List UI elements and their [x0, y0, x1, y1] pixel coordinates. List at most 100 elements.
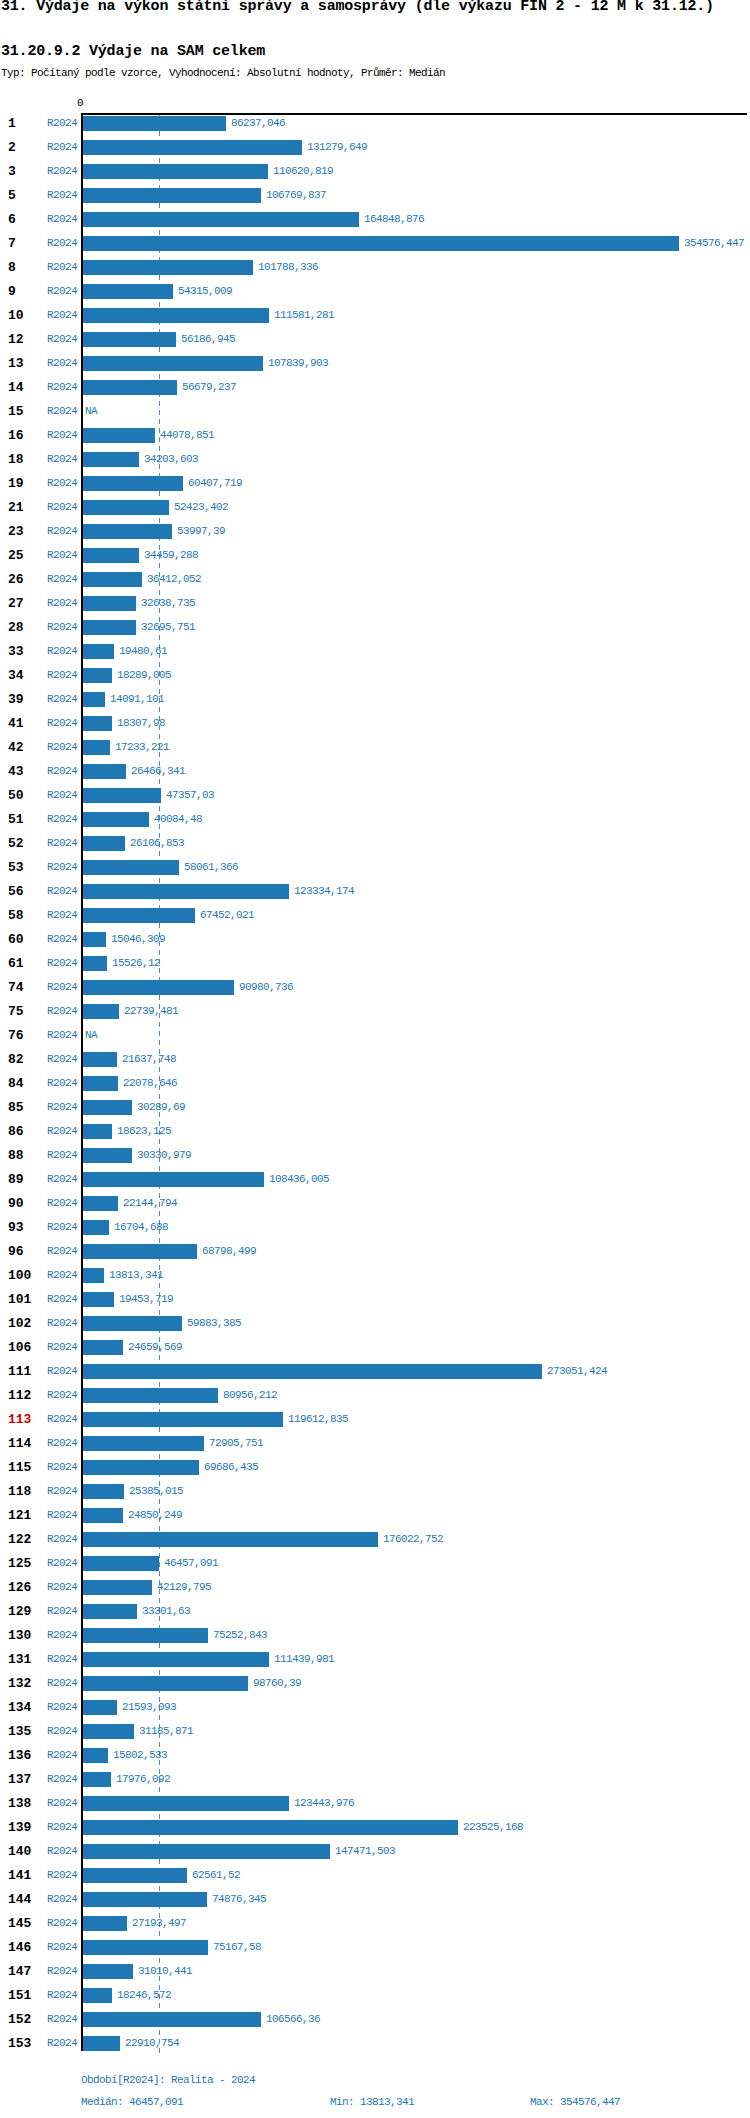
bar[interactable]: [81, 332, 176, 347]
bar[interactable]: [81, 1892, 207, 1907]
bar[interactable]: [81, 1508, 123, 1523]
bar[interactable]: [81, 356, 263, 371]
bar[interactable]: [81, 1364, 542, 1379]
series-label: R2024: [47, 1484, 77, 1499]
bar[interactable]: [81, 1772, 111, 1787]
bar-value: 24850,249: [128, 1508, 182, 1523]
bar[interactable]: [81, 884, 289, 899]
bar[interactable]: [81, 1268, 104, 1283]
bar-value: 101788,336: [258, 260, 318, 275]
bar[interactable]: [81, 980, 234, 995]
bar[interactable]: [81, 1580, 152, 1595]
bar[interactable]: [81, 1916, 127, 1931]
bar-value: 223525,168: [463, 1820, 523, 1835]
row-number: 96: [8, 1244, 24, 1259]
bar[interactable]: [81, 1292, 114, 1307]
bar[interactable]: [81, 212, 359, 227]
row-number: 19: [8, 476, 24, 491]
bar[interactable]: [81, 1988, 112, 2003]
bar[interactable]: [81, 1316, 182, 1331]
bar-value: 131279,649: [307, 140, 367, 155]
bar[interactable]: [81, 644, 114, 659]
bar[interactable]: [81, 1052, 117, 1067]
bar[interactable]: [81, 860, 179, 875]
chart-row: 26R202436412,052: [0, 572, 750, 587]
bar[interactable]: [81, 1748, 108, 1763]
bar[interactable]: [81, 1196, 118, 1211]
bar[interactable]: [81, 1388, 218, 1403]
bar[interactable]: [81, 428, 155, 443]
bar[interactable]: [81, 524, 172, 539]
bar[interactable]: [81, 1004, 119, 1019]
bar[interactable]: [81, 1124, 112, 1139]
chart-row: 90R202422144,794: [0, 1196, 750, 1211]
bar[interactable]: [81, 1436, 204, 1451]
row-number: 56: [8, 884, 24, 899]
bar[interactable]: [81, 452, 139, 467]
chart-row: 88R202430330,979: [0, 1148, 750, 1163]
bar-value: 19480,61: [119, 644, 167, 659]
bar[interactable]: [81, 1412, 283, 1427]
bar[interactable]: [81, 1100, 132, 1115]
bar[interactable]: [81, 1820, 458, 1835]
bar[interactable]: [81, 596, 136, 611]
bar[interactable]: [81, 1964, 133, 1979]
bar[interactable]: [81, 1244, 197, 1259]
bar[interactable]: [81, 956, 107, 971]
chart-row: 144R202474876,345: [0, 1892, 750, 1907]
bar[interactable]: [81, 836, 125, 851]
bar-value: 22910,754: [125, 2036, 179, 2051]
bar-value: 18307,98: [117, 716, 165, 731]
bar[interactable]: [81, 236, 679, 251]
bar[interactable]: [81, 1676, 248, 1691]
bar[interactable]: [81, 188, 261, 203]
series-label: R2024: [47, 1988, 77, 2003]
bar[interactable]: [81, 1148, 132, 1163]
bar[interactable]: [81, 1868, 187, 1883]
bar[interactable]: [81, 1700, 117, 1715]
bar[interactable]: [81, 1724, 134, 1739]
bar[interactable]: [81, 164, 268, 179]
bar[interactable]: [81, 908, 195, 923]
bar[interactable]: [81, 308, 269, 323]
bar[interactable]: [81, 1844, 330, 1859]
bar[interactable]: [81, 2012, 261, 2027]
bar-value: 34459,288: [144, 548, 198, 563]
bar[interactable]: [81, 1652, 269, 1667]
bar[interactable]: [81, 1340, 123, 1355]
bar[interactable]: [81, 740, 110, 755]
chart-row: 84R202422078,646: [0, 1076, 750, 1091]
bar[interactable]: [81, 1604, 137, 1619]
bar[interactable]: [81, 284, 173, 299]
bar[interactable]: [81, 788, 161, 803]
series-label: R2024: [47, 1364, 77, 1379]
bar[interactable]: [81, 260, 253, 275]
bar[interactable]: [81, 1220, 109, 1235]
bar[interactable]: [81, 1940, 208, 1955]
bar[interactable]: [81, 548, 139, 563]
bar[interactable]: [81, 140, 302, 155]
row-number: 21: [8, 500, 24, 515]
bar[interactable]: [81, 500, 169, 515]
bar[interactable]: [81, 1796, 289, 1811]
bar[interactable]: [81, 620, 136, 635]
bar-value: 52423,402: [174, 500, 228, 515]
bar[interactable]: [81, 1628, 208, 1643]
bar[interactable]: [81, 668, 112, 683]
bar[interactable]: [81, 1484, 124, 1499]
bar[interactable]: [81, 1172, 264, 1187]
bar[interactable]: [81, 572, 142, 587]
bar[interactable]: [81, 1532, 378, 1547]
bar[interactable]: [81, 1460, 199, 1475]
bar[interactable]: [81, 1076, 118, 1091]
bar[interactable]: [81, 380, 177, 395]
bar[interactable]: [81, 2036, 120, 2051]
bar[interactable]: [81, 932, 106, 947]
bar[interactable]: [81, 716, 112, 731]
bar[interactable]: [81, 692, 105, 707]
bar[interactable]: [81, 116, 226, 131]
bar[interactable]: [81, 812, 149, 827]
bar[interactable]: [81, 1556, 159, 1571]
bar[interactable]: [81, 476, 183, 491]
bar[interactable]: [81, 764, 126, 779]
